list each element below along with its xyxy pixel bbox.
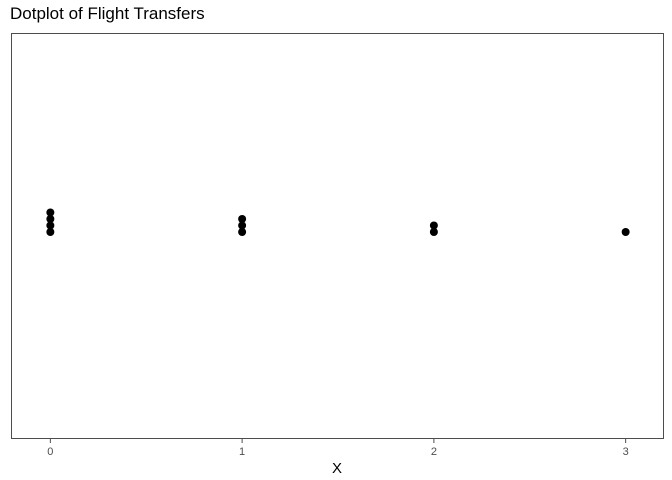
- x-tick-label: 3: [623, 446, 629, 458]
- data-point: [238, 221, 247, 230]
- x-tick-label: 2: [431, 446, 437, 458]
- x-axis-label: X: [332, 460, 342, 477]
- data-point: [429, 221, 438, 230]
- x-tick-label: 1: [239, 446, 245, 458]
- data-point: [429, 228, 438, 236]
- x-tick-label: 0: [47, 446, 53, 458]
- data-point: [621, 228, 630, 236]
- chart-title: Dotplot of Flight Transfers: [10, 4, 205, 23]
- x-axis: 0 1 2 3: [47, 439, 629, 458]
- plot-panel-frame: [11, 33, 664, 439]
- data-point: [238, 215, 247, 223]
- dot-series: [46, 208, 630, 236]
- data-point: [46, 221, 55, 230]
- data-point: [238, 228, 247, 236]
- data-point: [46, 215, 55, 223]
- data-point: [46, 228, 55, 236]
- data-point: [46, 208, 55, 217]
